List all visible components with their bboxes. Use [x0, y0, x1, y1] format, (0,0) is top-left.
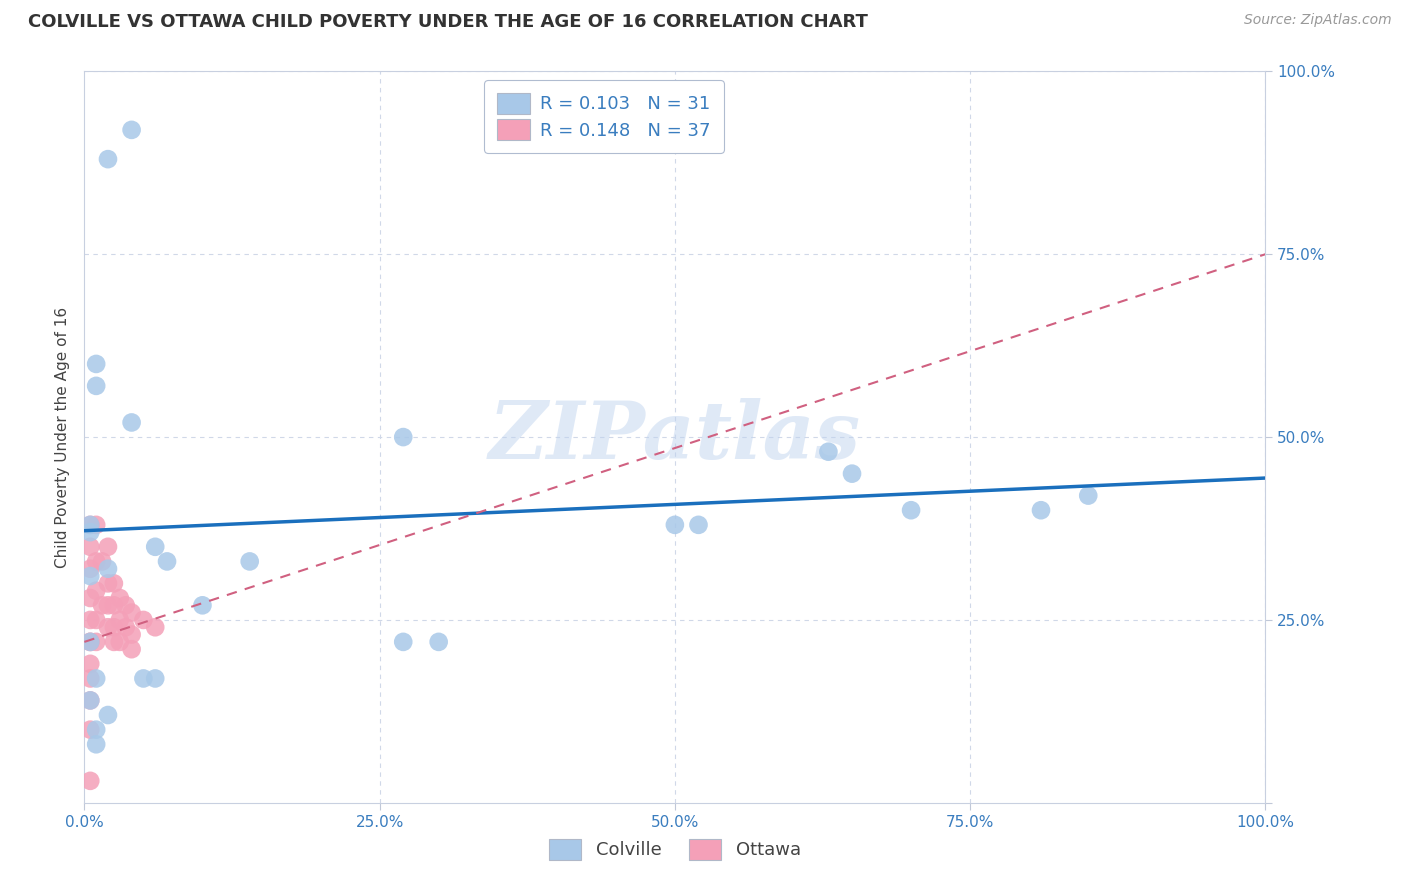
- Point: [84, 737, 107, 751]
- Point: [97, 576, 120, 591]
- Point: [84, 672, 107, 686]
- Point: [97, 708, 120, 723]
- Point: [79, 540, 101, 554]
- Text: ZIPatlas: ZIPatlas: [489, 399, 860, 475]
- Point: [79, 569, 101, 583]
- Point: [103, 576, 125, 591]
- Point: [84, 357, 107, 371]
- Point: [84, 613, 107, 627]
- Point: [84, 583, 107, 598]
- Point: [79, 635, 101, 649]
- Point: [79, 517, 101, 532]
- Point: [79, 693, 101, 707]
- Point: [79, 723, 101, 737]
- Point: [121, 123, 143, 137]
- Point: [79, 613, 101, 627]
- Point: [114, 599, 136, 613]
- Point: [1077, 489, 1099, 503]
- Y-axis label: Child Poverty Under the Age of 16: Child Poverty Under the Age of 16: [55, 307, 70, 567]
- Point: [103, 599, 125, 613]
- Point: [121, 606, 143, 620]
- Point: [97, 620, 120, 634]
- Point: [688, 517, 710, 532]
- Point: [132, 613, 155, 627]
- Point: [79, 635, 101, 649]
- Point: [79, 517, 101, 532]
- Point: [97, 540, 120, 554]
- Point: [427, 635, 450, 649]
- Point: [900, 503, 922, 517]
- Text: Source: ZipAtlas.com: Source: ZipAtlas.com: [1244, 13, 1392, 28]
- Point: [84, 635, 107, 649]
- Point: [841, 467, 863, 481]
- Point: [817, 444, 839, 458]
- Point: [1029, 503, 1052, 517]
- Point: [156, 554, 179, 568]
- Point: [121, 416, 143, 430]
- Point: [664, 517, 686, 532]
- Point: [103, 620, 125, 634]
- Point: [143, 620, 166, 634]
- Point: [79, 672, 101, 686]
- Point: [79, 562, 101, 576]
- Point: [103, 635, 125, 649]
- Point: [79, 773, 101, 788]
- Point: [132, 672, 155, 686]
- Point: [84, 723, 107, 737]
- Point: [114, 620, 136, 634]
- Point: [108, 635, 131, 649]
- Point: [392, 430, 415, 444]
- Point: [79, 591, 101, 605]
- Point: [97, 152, 120, 166]
- Point: [84, 517, 107, 532]
- Point: [91, 599, 114, 613]
- Point: [79, 635, 101, 649]
- Point: [91, 554, 114, 568]
- Point: [79, 657, 101, 671]
- Point: [143, 540, 166, 554]
- Point: [239, 554, 262, 568]
- Point: [84, 379, 107, 393]
- Legend: Colville, Ottawa: Colville, Ottawa: [541, 831, 808, 867]
- Point: [121, 642, 143, 657]
- Point: [84, 554, 107, 568]
- Point: [97, 562, 120, 576]
- Point: [108, 591, 131, 605]
- Point: [121, 627, 143, 641]
- Text: COLVILLE VS OTTAWA CHILD POVERTY UNDER THE AGE OF 16 CORRELATION CHART: COLVILLE VS OTTAWA CHILD POVERTY UNDER T…: [28, 13, 868, 31]
- Point: [97, 599, 120, 613]
- Point: [191, 599, 214, 613]
- Point: [392, 635, 415, 649]
- Point: [79, 693, 101, 707]
- Point: [108, 613, 131, 627]
- Point: [143, 672, 166, 686]
- Point: [79, 525, 101, 540]
